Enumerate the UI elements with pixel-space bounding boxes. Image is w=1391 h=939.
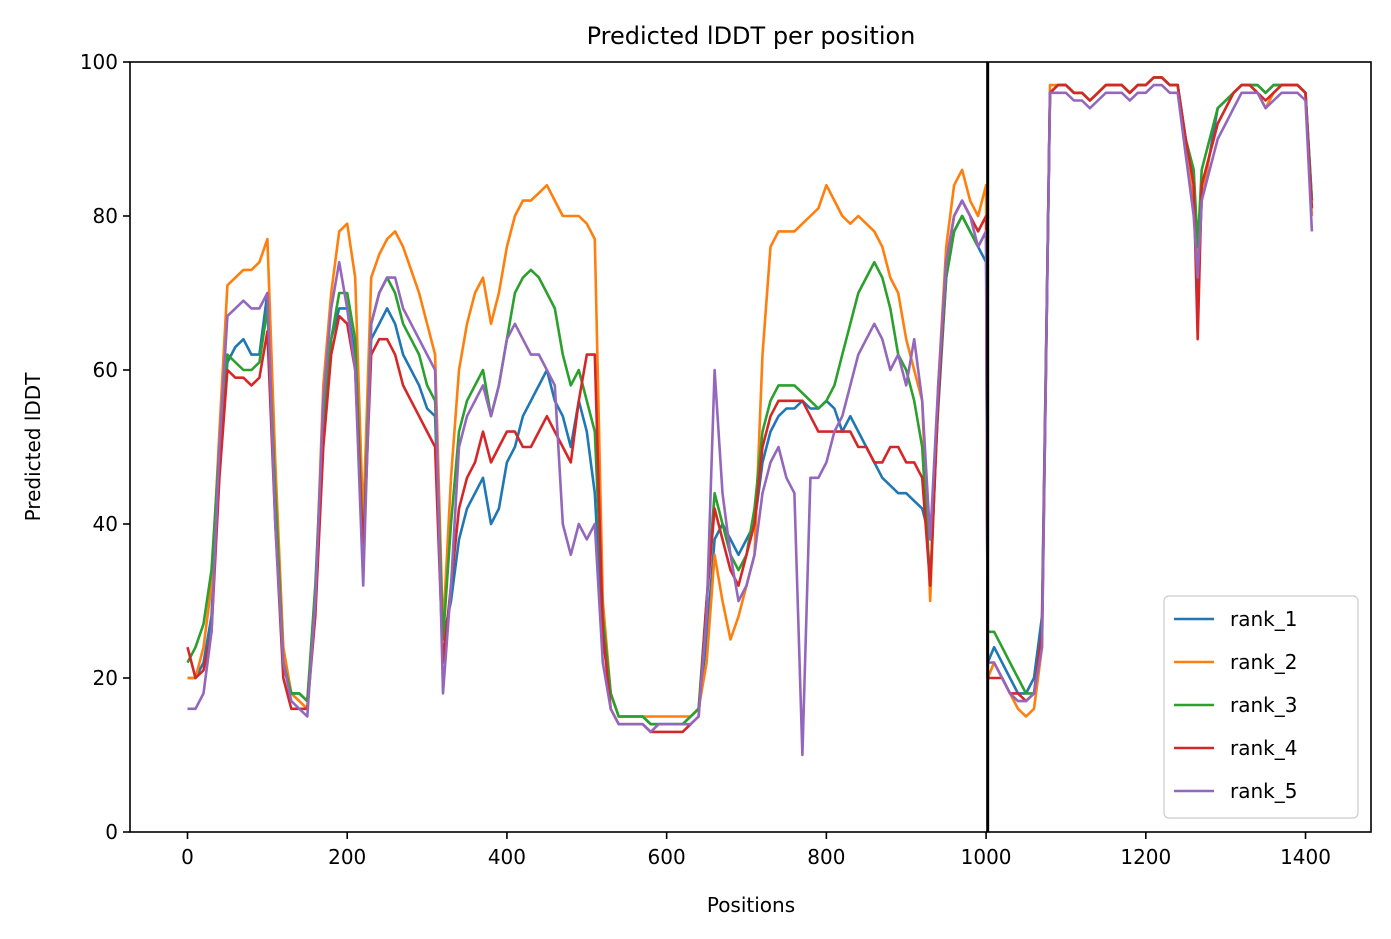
x-tick-label: 1200 bbox=[1120, 845, 1171, 869]
y-tick-label: 0 bbox=[105, 820, 118, 844]
series-line-rank_4 bbox=[186, 76, 1314, 734]
legend-label-rank_5: rank_5 bbox=[1230, 779, 1297, 803]
x-tick-label: 1000 bbox=[961, 845, 1012, 869]
y-axis-label: Predicted lDDT bbox=[21, 372, 45, 522]
x-tick-label: 400 bbox=[488, 845, 526, 869]
series-line-rank_5 bbox=[187, 83, 1314, 757]
chart-title: Predicted lDDT per position bbox=[587, 22, 916, 50]
legend-label-rank_3: rank_3 bbox=[1230, 693, 1297, 717]
x-tick-label: 800 bbox=[807, 845, 845, 869]
legend-label-rank_2: rank_2 bbox=[1230, 650, 1297, 674]
axis-ticks: 0 200 400 600 800 1000 1200 1400 0 20 40 60 80 100 bbox=[80, 50, 1331, 869]
y-tick-label: 40 bbox=[93, 512, 118, 536]
y-tick-label: 100 bbox=[80, 50, 118, 74]
y-tick-label: 80 bbox=[93, 204, 118, 228]
y-tick-label: 20 bbox=[93, 666, 118, 690]
legend-box bbox=[1163, 595, 1359, 819]
x-tick-label: 600 bbox=[648, 845, 686, 869]
plot-frame bbox=[129, 61, 1372, 833]
x-tick-label: 1400 bbox=[1280, 845, 1331, 869]
legend: rank_1 rank_2 rank_3 rank_4 rank_5 bbox=[1163, 595, 1359, 819]
x-tick-label: 0 bbox=[181, 845, 194, 869]
legend-label-rank_1: rank_1 bbox=[1230, 607, 1297, 631]
series-layer bbox=[186, 76, 1314, 757]
x-tick-label: 200 bbox=[328, 845, 366, 869]
x-axis-label: Positions bbox=[707, 893, 795, 917]
legend-label-rank_4: rank_4 bbox=[1230, 736, 1297, 760]
y-tick-label: 60 bbox=[93, 358, 118, 382]
